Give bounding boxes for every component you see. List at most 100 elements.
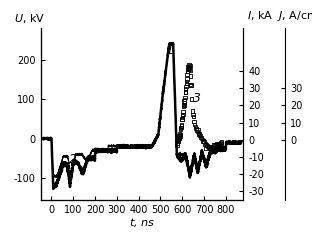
Point: [203, 146, 208, 150]
Point: [186, 65, 191, 69]
Point: [179, 124, 184, 128]
Point: [181, 113, 186, 117]
Point: [179, 118, 184, 122]
Point: [178, 126, 183, 129]
Point: [194, 128, 199, 132]
Point: [207, 144, 212, 148]
Point: [188, 84, 193, 88]
Point: [188, 74, 193, 78]
Point: [198, 134, 203, 137]
Point: [183, 85, 188, 89]
Point: [219, 140, 224, 144]
Point: [215, 144, 220, 148]
Point: [174, 143, 179, 147]
Point: [196, 132, 201, 136]
Point: [204, 143, 209, 147]
Point: [177, 136, 182, 139]
Point: [217, 142, 222, 145]
Point: [176, 134, 181, 138]
Point: [178, 126, 183, 130]
Point: [184, 80, 189, 83]
Point: [199, 137, 204, 140]
Point: [186, 65, 191, 68]
Point: [182, 98, 187, 101]
Point: [187, 67, 192, 71]
Point: [181, 103, 186, 106]
Point: [212, 143, 217, 147]
Point: [208, 148, 213, 152]
Point: [213, 143, 218, 147]
Point: [189, 97, 194, 101]
Point: [175, 139, 180, 142]
Point: [197, 131, 202, 135]
Point: [186, 67, 191, 71]
Point: [178, 128, 183, 131]
Text: 2: 2: [69, 153, 77, 166]
Point: [190, 113, 195, 116]
X-axis label: $t$, ns: $t$, ns: [129, 216, 155, 229]
Point: [201, 139, 206, 143]
Point: [175, 139, 180, 142]
Point: [175, 141, 180, 145]
Point: [177, 137, 182, 140]
Point: [206, 146, 211, 150]
Point: [188, 69, 193, 72]
Point: [176, 137, 181, 141]
Point: [214, 142, 219, 146]
Point: [218, 142, 223, 146]
Point: [192, 120, 197, 124]
Point: [213, 145, 218, 149]
Point: [193, 125, 198, 128]
Text: 3: 3: [193, 92, 201, 105]
Point: [205, 144, 210, 148]
Point: [188, 83, 193, 86]
Point: [195, 129, 200, 133]
Point: [180, 116, 185, 119]
Point: [191, 114, 196, 118]
Point: [183, 95, 188, 99]
Point: [177, 132, 182, 136]
Point: [211, 147, 216, 150]
Point: [207, 146, 212, 150]
Point: [175, 138, 180, 142]
Point: [203, 142, 208, 145]
Point: [210, 146, 215, 149]
Point: [181, 105, 186, 108]
Point: [177, 133, 182, 137]
Point: [185, 70, 190, 73]
Point: [200, 138, 205, 142]
Point: [200, 139, 205, 143]
Point: [187, 66, 192, 70]
Point: [185, 73, 190, 76]
Point: [178, 133, 183, 136]
Point: [212, 142, 217, 146]
Point: [182, 104, 187, 107]
Point: [182, 101, 187, 105]
Point: [185, 67, 190, 71]
Point: [183, 90, 188, 94]
Point: [188, 64, 193, 68]
Point: [178, 134, 183, 138]
Point: [210, 148, 215, 152]
Point: [208, 145, 213, 149]
Point: [182, 99, 187, 103]
Point: [217, 143, 222, 146]
Point: [185, 70, 190, 74]
Point: [193, 127, 198, 130]
Point: [195, 128, 200, 132]
Point: [187, 65, 192, 69]
Point: [202, 140, 207, 144]
Point: [202, 143, 207, 146]
Point: [190, 109, 195, 113]
Point: [205, 144, 210, 148]
Point: [192, 122, 197, 126]
Point: [180, 114, 185, 117]
Text: 1: 1: [165, 44, 173, 57]
Point: [197, 133, 202, 137]
Point: [184, 81, 189, 85]
Point: [188, 83, 193, 87]
Point: [187, 63, 192, 67]
Point: [179, 123, 184, 126]
Point: [209, 145, 214, 149]
Point: [176, 140, 181, 143]
